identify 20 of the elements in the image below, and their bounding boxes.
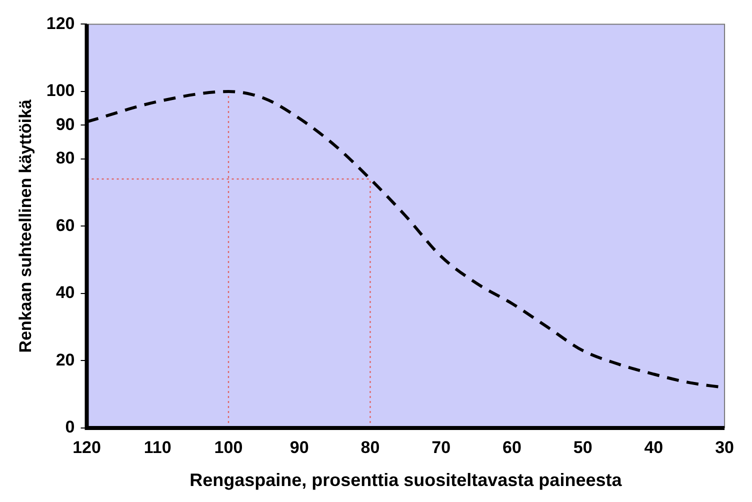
y-tick-label: 100 (46, 81, 75, 100)
x-tick-label: 30 (715, 438, 734, 457)
x-tick-label: 110 (144, 438, 172, 457)
y-tick-label: 90 (56, 114, 75, 134)
x-tick-label: 100 (214, 438, 243, 457)
y-tick-label: 20 (56, 350, 75, 370)
x-tick-label: 40 (644, 438, 664, 457)
x-tick-label: 120 (72, 438, 101, 457)
y-tick-label: 40 (56, 283, 75, 302)
y-tick-label: 80 (56, 148, 75, 168)
x-axis-title: Rengaspaine, prosenttia suositeltavasta paineesta (190, 470, 623, 490)
x-tick-label: 50 (573, 438, 592, 457)
x-tick-label: 60 (502, 438, 522, 457)
x-tick-label: 90 (290, 438, 309, 457)
y-axis-title: Renkaan suhteellinen käyttöikä (16, 98, 35, 353)
y-tick-label: 0 (65, 418, 75, 437)
y-tick-label: 120 (46, 14, 75, 33)
x-tick-label: 80 (360, 438, 380, 457)
y-tick-label: 60 (56, 216, 75, 235)
x-tick-label: 70 (432, 438, 451, 457)
